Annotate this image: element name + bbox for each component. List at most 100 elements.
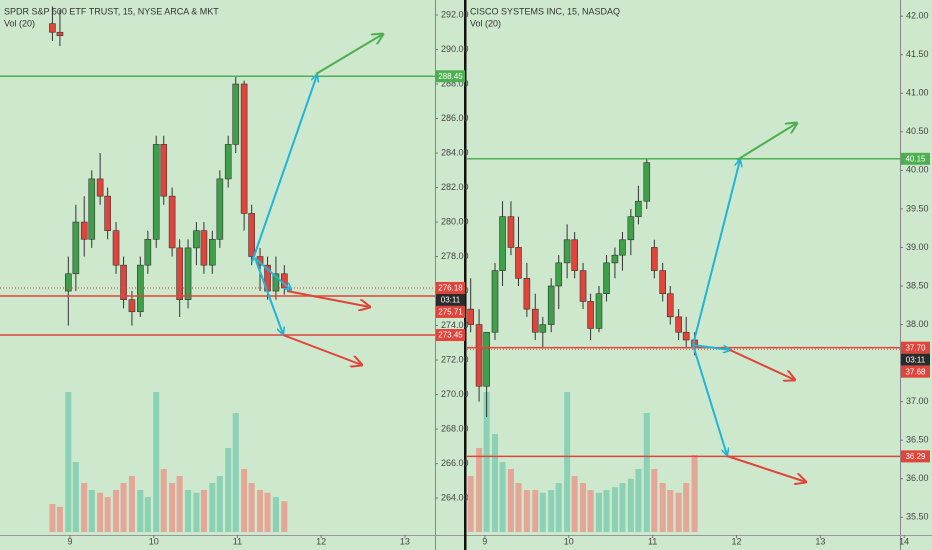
candle-body <box>200 230 208 266</box>
volume-bar <box>72 462 79 532</box>
candle-body <box>232 83 240 145</box>
x-tick-label: 13 <box>400 536 410 546</box>
candle-body <box>611 254 619 264</box>
candle-body <box>682 331 690 341</box>
candle-body <box>209 238 216 266</box>
drawings <box>251 34 806 482</box>
price-label: 288.45 <box>438 72 463 81</box>
y-tick-label: 41.50 <box>906 49 929 59</box>
candle-body <box>216 178 224 240</box>
candle-body <box>224 144 232 180</box>
volume-bar <box>216 476 223 532</box>
y-tick-label: 41.00 <box>906 88 929 98</box>
volume-bar <box>248 483 255 532</box>
volume-bar <box>193 492 200 532</box>
x-tick-label: 12 <box>731 536 741 546</box>
x-tick-label: 13 <box>815 536 825 546</box>
candle-body <box>88 178 96 240</box>
volume-bar <box>539 492 546 532</box>
volume-bar <box>523 490 530 532</box>
volume-bar <box>81 483 88 532</box>
candle-body <box>651 247 658 271</box>
candle-body <box>491 270 499 333</box>
chart-title: SPDR S&P 500 ETF TRUST, 15, NYSE ARCA & … <box>4 6 219 16</box>
volume-bar <box>675 492 682 532</box>
volume-bar <box>144 497 151 532</box>
chart-title: CISCO SYSTEMS INC, 15, NASDAQ <box>470 6 620 16</box>
price-label: 03:11 <box>441 296 461 305</box>
y-tick-label: 266.00 <box>441 458 469 468</box>
volume-bar <box>587 490 594 532</box>
y-tick-label: 270.00 <box>441 389 469 399</box>
candle-body <box>193 230 200 249</box>
candle-body <box>619 239 626 256</box>
volume-bar <box>232 413 239 532</box>
volume-bar <box>571 476 578 532</box>
volume-bar <box>532 490 539 532</box>
y-tick-label: 274.00 <box>441 320 469 330</box>
candle-body <box>152 144 160 240</box>
candle-body <box>595 293 603 329</box>
candle-body <box>643 162 651 202</box>
x-tick-label: 11 <box>648 536 657 546</box>
volume-bar <box>169 483 176 532</box>
y-tick-label: 40.00 <box>906 165 929 175</box>
volume-bar <box>160 469 167 532</box>
x-tick-label: 10 <box>149 536 159 546</box>
volume-bar <box>200 490 207 532</box>
volume-bar <box>97 492 104 532</box>
volume-bar <box>507 469 514 532</box>
x-tick-label: 9 <box>67 536 72 546</box>
price-label-box <box>901 450 930 463</box>
x-tick-label: 11 <box>233 536 242 546</box>
candle-body <box>176 247 183 300</box>
y-tick-label: 288.00 <box>441 78 469 88</box>
candle-body <box>137 264 144 313</box>
candle-body <box>547 285 555 325</box>
x-tick-label: 10 <box>564 536 574 546</box>
data-layer: 264.00 266.00 268.00 270.00 272.00 274.00 276.… <box>0 6 930 546</box>
y-tick-label: 37.00 <box>906 396 929 406</box>
candle-body <box>72 221 80 275</box>
volume-bar <box>88 490 95 532</box>
price-label-box <box>436 293 465 306</box>
volume-bar <box>176 476 183 532</box>
candle-body <box>507 216 515 248</box>
volume-bar <box>56 506 63 532</box>
price-label: 03:11 <box>906 355 926 364</box>
candle-body <box>96 178 104 197</box>
candle-body <box>659 270 667 295</box>
panel <box>467 158 900 532</box>
candle-body <box>635 200 642 217</box>
volume-bar <box>128 476 135 532</box>
candle-body <box>272 273 280 292</box>
volume-bar <box>651 469 658 532</box>
candle-body <box>80 221 88 240</box>
price-label-box <box>436 329 465 342</box>
volume-bar <box>515 483 522 532</box>
volume-label: Vol (20) <box>470 18 501 28</box>
x-tick-label: 12 <box>316 536 326 546</box>
volume-bar <box>185 490 192 532</box>
volume-bar <box>467 476 474 532</box>
panel-divider <box>464 0 467 550</box>
price-label: 275.71 <box>438 308 463 317</box>
y-tick-label: 292.00 <box>441 9 469 19</box>
candle-body <box>65 273 72 292</box>
candle-body <box>603 262 610 295</box>
volume-bar <box>611 487 618 532</box>
volume-bar <box>492 434 499 532</box>
volume-bar <box>65 392 72 532</box>
candle-body <box>168 195 176 249</box>
volume-bar <box>619 483 626 532</box>
volume-bar <box>476 448 483 532</box>
y-tick-label: 36.50 <box>906 435 929 445</box>
price-label: 37.68 <box>905 367 926 376</box>
volume-bar <box>595 492 602 532</box>
y-tick-label: 39.50 <box>906 203 929 213</box>
candle-body <box>240 83 248 214</box>
candle-body <box>56 31 64 37</box>
volume-bar <box>225 448 232 532</box>
candle-body <box>555 262 563 287</box>
